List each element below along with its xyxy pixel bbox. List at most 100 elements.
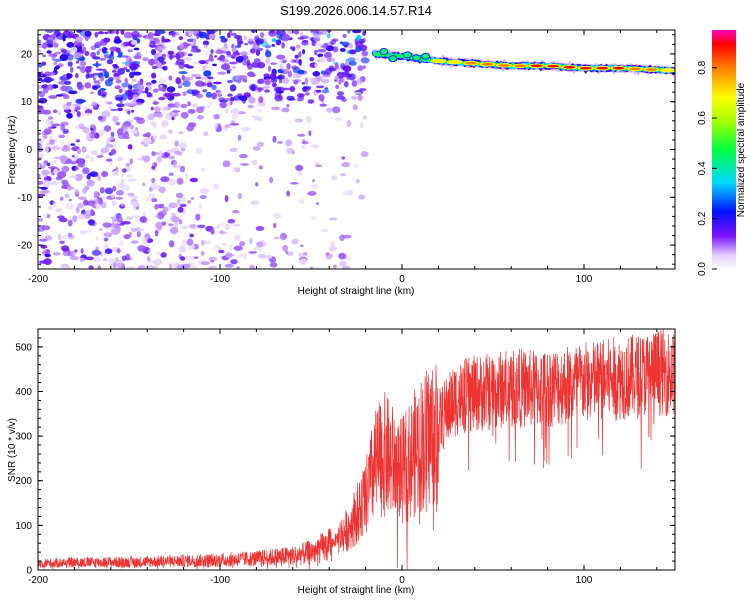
spectrogram-cell [286,104,290,108]
spectrogram-cell [142,57,149,62]
spectrogram-cell [243,59,247,62]
spectrogram-cell [213,81,222,85]
spectrogram-cell [287,30,296,35]
spectrogram-cell [61,245,70,252]
spectrogram-cell [224,264,234,268]
spectrogram-cell [41,131,50,136]
spectrogram-cell [271,44,276,47]
spectrogram-cell [187,101,191,107]
spectrogram-cell [107,105,113,110]
spectrogram-cell [81,146,87,153]
spectrogram-cell [47,116,54,120]
spectrogram-cell [178,36,184,41]
spectrogram-cell [231,113,238,120]
spectrogram-cell [265,50,272,58]
spectrogram-cell [116,262,126,269]
spectrogram-cell [116,189,125,196]
spectrogram-cell [205,59,209,65]
spectrogram-cell [251,159,258,166]
spectrogram-cell [116,248,121,254]
spectrogram-cell [71,154,75,158]
spectrogram-cell [64,80,72,86]
spectrogram-cell [289,46,296,50]
spectrogram-ridge-knot [402,51,412,59]
spectrogram-cell [76,164,85,168]
spectrogram-cell [339,260,347,267]
spectrogram-cell [75,36,84,43]
spectrogram-cell [191,103,199,109]
spectrogram-cell [93,80,99,84]
spectrogram-cell [320,78,330,84]
spectrogram-cell [202,89,208,93]
spectrogram-cell [208,265,217,269]
spectrogram-cell [243,253,248,260]
spectrogram-cell [197,224,206,228]
spectrogram-cell [94,31,99,38]
spectrogram-cell [175,192,184,198]
spectrogram-ridge-hotspot [430,58,447,64]
spectrogram-cell [317,48,327,53]
spectrogram-cell [273,236,280,240]
snr-y-tick-label: 200 [15,476,32,487]
spectrogram-cell [169,263,173,269]
spectrogram-cell [157,203,165,209]
spectrogram-cell [124,102,133,107]
snr-y-label: SNR (10 * v/v) [7,418,18,482]
spectrogram-ridge-peak [547,64,560,68]
snr-x-tick-label: -200 [28,575,48,586]
spectrogram-cell [258,47,263,52]
spectrogram-cell [196,106,204,114]
spectrogram-cell [179,203,187,208]
spectrogram-cell [179,142,188,149]
spectrogram-cell [110,148,117,155]
spectrogram-cell [301,82,305,85]
spectrogram-cell [359,88,367,92]
spectrogram-cell [68,90,78,95]
spectrogram-cell [86,174,91,180]
colorbar-label: Normalized spectral amplitude [736,82,747,217]
spectrogram-cell [98,198,103,205]
spectrogram-cell [38,228,45,232]
spectrogram-cell [348,61,357,66]
spectrogram-cell [38,39,42,44]
spectrogram-cell [169,55,177,58]
spectrogram-cell [80,66,87,74]
spectrogram-cell [314,63,319,68]
spectrogram-cell [249,264,255,269]
spectrogram-cell [271,106,280,111]
spectrogram-cell [221,46,229,51]
spectrogram-cell [151,49,156,56]
spectrogram-cell [298,199,305,204]
spectrogram-cell [228,61,238,65]
spectrogram-cell [255,38,265,44]
spectrogram-cell [265,57,271,64]
spectrogram-cell [351,95,357,100]
spectrogram-cell [289,86,296,92]
spectrogram-cell [90,91,94,95]
spectrogram-cell [286,251,294,256]
spectrogram-cell [330,241,335,248]
spectrogram-cell [314,42,323,49]
spectrogram-cell [232,51,240,56]
spectrogram-cell [269,262,278,268]
spectrogram-cell [351,80,358,87]
spectrogram-cell [265,254,273,259]
spectrogram-cell [84,30,92,37]
spectrogram-cell [311,183,319,189]
spectrogram-ridge-peak [612,66,625,70]
spectrogram-cell [174,262,178,267]
spectrogram-cell [297,69,305,75]
spectrogram-cell [180,103,188,109]
spectrogram-cell [330,39,336,45]
spectrogram-cell [339,78,344,83]
spectrogram-cell [153,88,159,93]
spectrogram-cell [42,134,48,140]
spectrogram-cell [75,106,81,111]
spectrogram-cell [154,30,160,36]
spectrogram-cell [362,65,367,70]
spectrogram-cell [196,33,200,40]
spectrogram-cell [202,82,207,87]
spectrogram-cell [43,76,53,83]
spectrogram-cell [159,134,167,140]
spectrogram-cell [90,150,98,156]
